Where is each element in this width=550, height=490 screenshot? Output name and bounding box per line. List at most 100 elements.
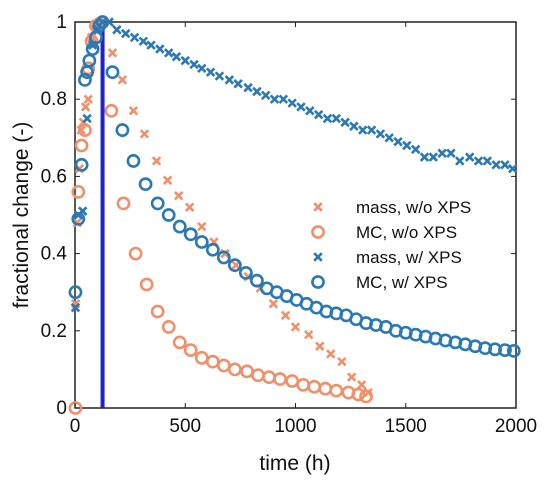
- data-point-cross: [205, 67, 216, 77]
- data-point-cross: [82, 113, 92, 124]
- data-point-circle: [216, 250, 231, 265]
- x-tick-label: 1000: [274, 416, 316, 437]
- data-point-circle: [161, 320, 176, 334]
- data-point-circle: [161, 208, 176, 222]
- data-point-cross: [138, 36, 149, 47]
- data-point-circle: [506, 343, 521, 358]
- y-tick-label: 0: [56, 398, 67, 419]
- data-point-cross: [107, 48, 118, 58]
- data-point-cross: [287, 98, 297, 108]
- data-point-cross: [410, 144, 421, 155]
- data-point-cross: [437, 148, 447, 158]
- data-point-circle: [71, 184, 86, 199]
- data-point-cross: [428, 152, 439, 162]
- legend-label: MC, w/o XPS: [356, 223, 457, 242]
- data-point-cross: [112, 25, 122, 35]
- data-point-cross: [139, 129, 150, 139]
- data-point-circle: [498, 343, 512, 357]
- x-tick-label: 0: [70, 416, 81, 437]
- data-point-circle: [104, 103, 119, 118]
- legend-label: MC, w/ XPS: [356, 273, 448, 292]
- data-point-cross: [326, 349, 336, 359]
- data-point-cross: [189, 59, 199, 70]
- data-point-cross: [482, 156, 493, 166]
- data-point-cross: [180, 55, 190, 66]
- data-point-cross: [269, 94, 280, 104]
- data-point-cross: [128, 106, 139, 116]
- legend-marker-circle: [311, 225, 325, 239]
- data-point-cross: [393, 136, 403, 147]
- data-point-cross: [313, 109, 324, 120]
- data-point-circle: [250, 273, 264, 288]
- data-point-circle: [150, 196, 165, 211]
- data-point-circle: [351, 387, 366, 402]
- legend-label: mass, w/ XPS: [356, 248, 462, 267]
- x-tick-label: 1500: [385, 416, 427, 437]
- data-point-circle: [74, 157, 89, 172]
- data-point-cross: [146, 40, 156, 50]
- data-point-cross: [70, 302, 81, 313]
- data-point-circle: [105, 65, 120, 80]
- data-point-cross: [233, 79, 243, 89]
- data-point-cross: [419, 152, 430, 162]
- data-point-cross: [163, 48, 174, 58]
- y-tick-label: 1: [56, 12, 67, 33]
- data-point-cross: [384, 133, 394, 143]
- data-point-cross: [184, 202, 195, 212]
- data-point-circle: [71, 211, 86, 226]
- x-tick-label: 2000: [495, 416, 537, 437]
- data-point-circle: [359, 389, 373, 404]
- data-point-cross: [280, 310, 291, 321]
- data-point-circle: [78, 123, 92, 137]
- y-tick-label: 0.8: [41, 89, 67, 110]
- legend-marker-cross: [313, 252, 323, 262]
- series-2: [70, 17, 518, 313]
- data-point-cross: [290, 322, 301, 332]
- x-tick-label: 500: [169, 416, 201, 437]
- data-point-cross: [173, 190, 184, 201]
- data-point-cross: [340, 117, 350, 128]
- data-point-circle: [150, 304, 165, 319]
- data-point-cross: [171, 52, 182, 62]
- data-point-circle: [116, 196, 131, 211]
- legend-label: mass, w/o XPS: [356, 198, 471, 217]
- data-point-cross: [305, 106, 315, 116]
- data-point-cross: [491, 160, 501, 170]
- data-point-cross: [446, 148, 456, 158]
- data-point-cross: [322, 113, 333, 124]
- data-point-cross: [464, 152, 475, 162]
- data-point-cross: [356, 380, 367, 390]
- series-3: [68, 15, 521, 358]
- data-point-cross: [347, 372, 357, 382]
- legend: mass, w/o XPS MC, w/o XPS mass, w/ XPS MC, …: [311, 198, 471, 292]
- data-point-cross: [120, 28, 131, 39]
- data-point-cross: [375, 129, 386, 139]
- data-point-cross: [197, 221, 207, 232]
- data-point-cross: [261, 90, 271, 101]
- data-point-circle: [227, 258, 242, 273]
- data-point-circle: [172, 219, 187, 234]
- y-tick-label: 0.4: [41, 244, 68, 265]
- data-point-circle: [68, 285, 83, 300]
- data-point-cross: [366, 125, 377, 135]
- data-point-circle: [139, 277, 154, 292]
- data-point-circle: [238, 265, 253, 280]
- data-point-cross: [473, 156, 484, 166]
- data-point-cross: [151, 156, 162, 166]
- data-point-cross: [243, 82, 253, 93]
- y-tick-label: 0.2: [41, 321, 67, 342]
- data-point-cross: [402, 140, 412, 151]
- data-point-cross: [162, 175, 173, 185]
- data-point-circle: [172, 335, 187, 350]
- data-point-cross: [224, 75, 235, 85]
- data-point-cross: [278, 94, 289, 104]
- data-point-circle: [205, 242, 220, 257]
- data-point-circle: [126, 154, 141, 168]
- data-point-cross: [155, 44, 165, 54]
- data-point-cross: [296, 102, 306, 112]
- data-point-cross: [455, 156, 465, 166]
- series-1: [68, 18, 373, 415]
- y-axis-label: fractional change (-): [10, 122, 33, 309]
- legend-marker-circle: [311, 275, 325, 289]
